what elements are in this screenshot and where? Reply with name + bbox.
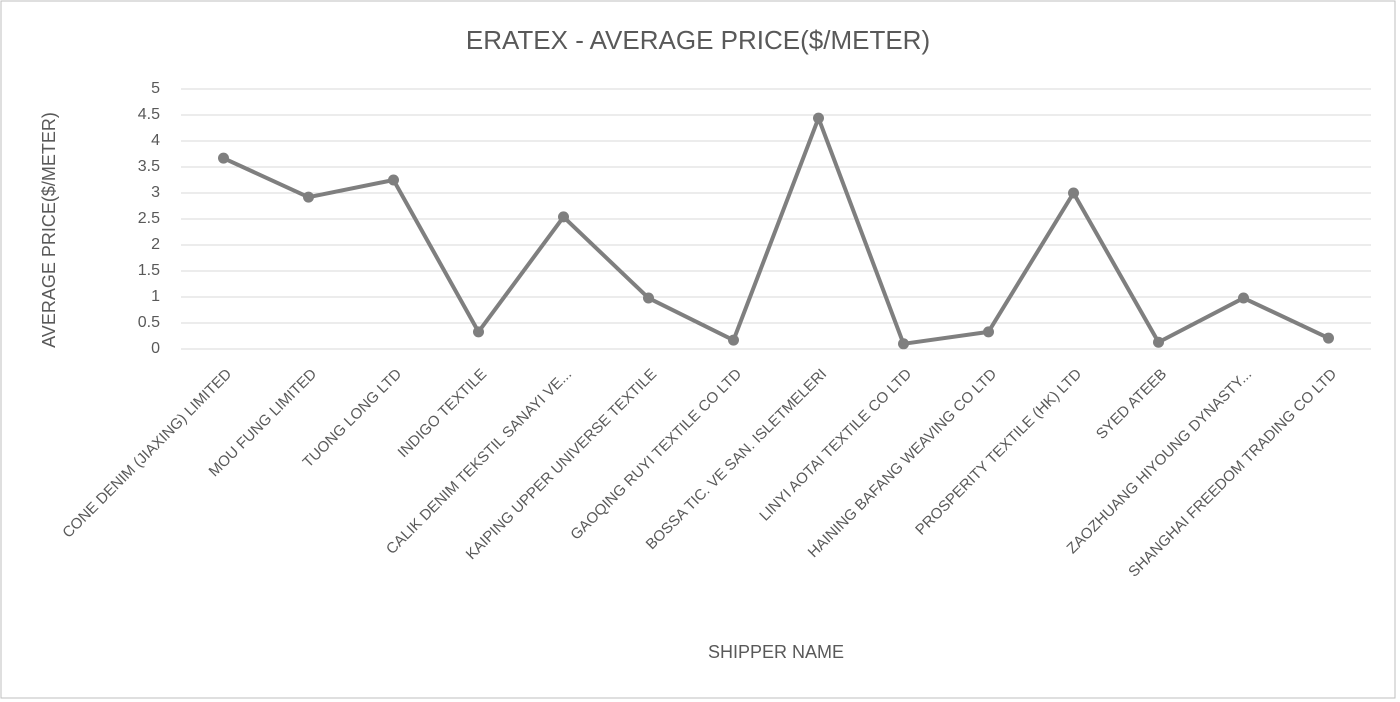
y-tick-label: 1.5 <box>138 262 160 279</box>
data-point <box>898 338 909 350</box>
y-tick-label: 0.5 <box>138 314 160 331</box>
y-tick-label: 3 <box>151 184 160 201</box>
data-point <box>473 326 484 338</box>
x-axis-title: SHIPPER NAME <box>708 642 844 662</box>
data-point <box>1153 336 1164 348</box>
y-tick-label: 3.5 <box>138 158 160 175</box>
data-point <box>643 292 654 304</box>
data-point <box>303 191 314 203</box>
series-line <box>222 116 1330 346</box>
data-point <box>558 211 569 223</box>
data-point <box>1068 187 1079 199</box>
data-point <box>813 112 824 124</box>
data-point <box>218 152 229 164</box>
data-point <box>1323 332 1334 344</box>
data-point <box>1238 292 1249 304</box>
y-tick-label: 0 <box>151 340 160 357</box>
data-point <box>728 334 739 346</box>
y-tick-label: 2 <box>151 236 160 253</box>
y-tick-label: 4.5 <box>138 106 160 123</box>
data-point <box>388 174 399 186</box>
y-tick-label: 2.5 <box>138 210 160 227</box>
y-axis-title: AVERAGE PRICE($/METER) <box>39 112 59 348</box>
y-tick-label: 1 <box>151 288 160 305</box>
data-point <box>983 326 994 338</box>
y-tick-label: 5 <box>151 80 160 97</box>
y-tick-label: 4 <box>151 132 160 149</box>
chart-title: ERATEX - AVERAGE PRICE($/METER) <box>466 25 930 55</box>
